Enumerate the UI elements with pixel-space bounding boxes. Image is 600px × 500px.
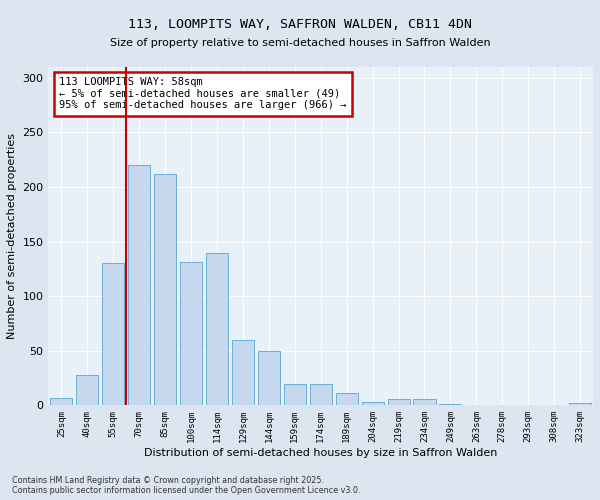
- Bar: [76, 375, 98, 406]
- Bar: [154, 174, 176, 406]
- Bar: [335, 394, 358, 406]
- Bar: [413, 399, 436, 406]
- Bar: [102, 264, 124, 406]
- Y-axis label: Number of semi-detached properties: Number of semi-detached properties: [7, 133, 17, 339]
- Bar: [310, 384, 332, 406]
- Text: Contains HM Land Registry data © Crown copyright and database right 2025.
Contai: Contains HM Land Registry data © Crown c…: [12, 476, 361, 495]
- Text: 113, LOOMPITS WAY, SAFFRON WALDEN, CB11 4DN: 113, LOOMPITS WAY, SAFFRON WALDEN, CB11 …: [128, 18, 472, 30]
- Bar: [180, 262, 202, 406]
- X-axis label: Distribution of semi-detached houses by size in Saffron Walden: Distribution of semi-detached houses by …: [144, 448, 497, 458]
- Text: Size of property relative to semi-detached houses in Saffron Walden: Size of property relative to semi-detach…: [110, 38, 490, 48]
- Bar: [569, 403, 591, 406]
- Bar: [258, 351, 280, 406]
- Bar: [388, 399, 410, 406]
- Bar: [439, 404, 461, 406]
- Bar: [128, 165, 150, 406]
- Bar: [206, 252, 228, 406]
- Bar: [362, 402, 383, 406]
- Text: 113 LOOMPITS WAY: 58sqm
← 5% of semi-detached houses are smaller (49)
95% of sem: 113 LOOMPITS WAY: 58sqm ← 5% of semi-det…: [59, 77, 347, 110]
- Bar: [232, 340, 254, 406]
- Bar: [284, 384, 306, 406]
- Bar: [50, 398, 73, 406]
